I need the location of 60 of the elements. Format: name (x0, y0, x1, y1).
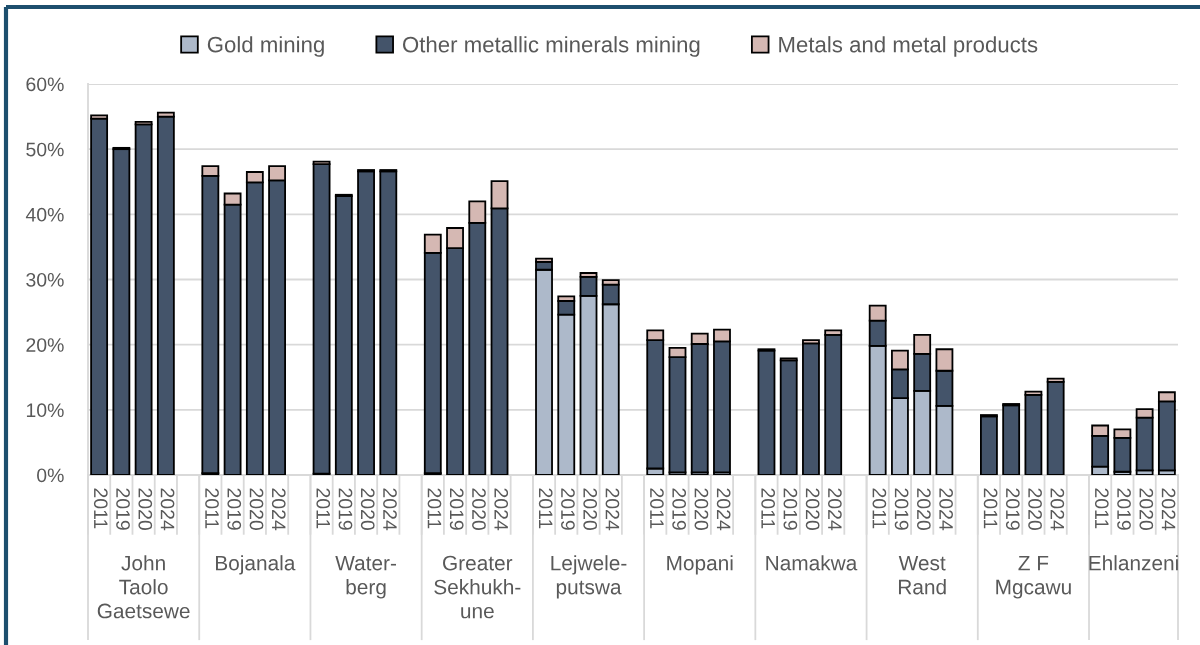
text: Mopani (667, 555, 733, 575)
x-tick-label: 2011 (316, 488, 331, 529)
x-tick-label: 2019 (672, 488, 687, 530)
x-tick-label: 2020 (472, 488, 486, 530)
x-tick-label: 2019 (561, 488, 575, 530)
x-tick-label: 2019 (1117, 488, 1131, 530)
x-tick-label: 2019 (1005, 488, 1020, 530)
x-tick-label: 2019 (894, 488, 909, 530)
x-tick-label: 2011 (650, 488, 664, 529)
x-tick-label: 2024 (827, 488, 842, 531)
y-tick-label: 20% (26, 338, 64, 352)
x-tick-label: 2020 (583, 488, 598, 530)
y-tick-label: 60% (26, 77, 64, 92)
x-tick-label: 2020 (1139, 488, 1154, 530)
x-tick-label: 2011 (1094, 488, 1109, 529)
x-tick-label: 2020 (360, 488, 375, 530)
x-tick-label: 2020 (138, 488, 153, 530)
y-tick-label: 30% (26, 272, 64, 287)
text: Z F Mgcawu (996, 555, 1071, 599)
y-tick-label: 0% (37, 468, 64, 483)
x-tick-label: 2011 (761, 488, 776, 529)
text: Greater Sekhukh- une (434, 555, 521, 619)
x-tick-label: 2011 (427, 488, 442, 529)
x-tick-label: 2024 (716, 488, 731, 531)
y-tick-label: 10% (26, 403, 64, 418)
x-tick-label: 2011 (872, 488, 887, 529)
x-tick-label: 2024 (494, 488, 509, 531)
text: Water- berg (335, 555, 396, 599)
x-tick-label: 2019 (338, 488, 353, 530)
text: West Rand (898, 555, 946, 595)
x-tick-label: 2019 (116, 488, 130, 530)
x-tick-label: 2024 (160, 488, 175, 531)
x-tick-label: 2011 (983, 488, 998, 529)
x-tick-label: 2020 (249, 488, 264, 530)
legend-label: Other metallic minerals mining (402, 36, 700, 57)
x-tick-label: 2024 (271, 488, 286, 531)
x-tick-label: 2020 (805, 488, 820, 530)
x-tick-label: 2011 (205, 488, 219, 529)
x-tick-label: 2019 (227, 488, 242, 530)
text: Ehlanzeni (1089, 555, 1178, 571)
x-tick-label: 2024 (605, 488, 620, 531)
x-tick-label: 2011 (538, 488, 553, 529)
x-tick-label: 2024 (1161, 488, 1176, 531)
text: Bojanala (216, 555, 296, 575)
x-tick-label: 2019 (783, 488, 798, 530)
text: Namakwa (766, 555, 858, 571)
x-tick-label: 2011 (93, 488, 108, 529)
y-tick-label: 50% (26, 142, 64, 157)
x-tick-label: 2024 (1050, 488, 1065, 531)
legend-label: Metals and metal products (779, 36, 1038, 57)
x-tick-label: 2024 (383, 488, 397, 531)
x-tick-label: 2020 (694, 488, 709, 530)
x-tick-label: 2020 (916, 488, 931, 530)
x-tick-label: 2024 (939, 488, 953, 531)
x-tick-label: 2019 (449, 488, 464, 530)
text: Lejwele- putswa (551, 555, 627, 599)
y-tick-label: 40% (25, 207, 64, 222)
text: John Taolo Gaetsewe (97, 555, 190, 619)
x-tick-label: 2020 (1028, 488, 1042, 530)
legend-label: Gold mining (207, 36, 324, 57)
